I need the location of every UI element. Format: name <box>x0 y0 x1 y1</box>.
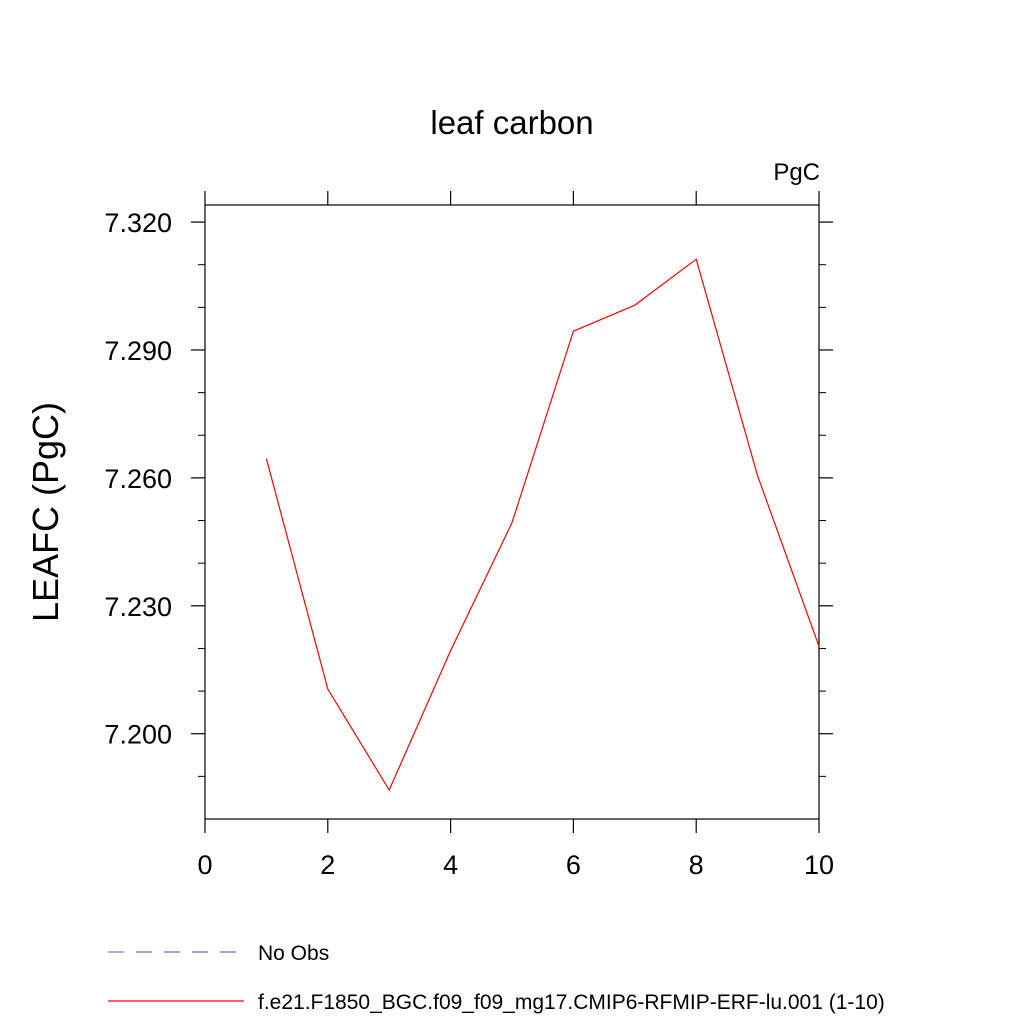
y-axis-label: LEAFC (PgC) <box>25 402 66 622</box>
y-tick-label: 7.200 <box>104 720 172 750</box>
plot-frame <box>204 204 820 820</box>
y-tick-label: 7.320 <box>104 208 172 238</box>
legend-label-0: No Obs <box>258 942 329 965</box>
y-tick-label: 7.230 <box>104 592 172 622</box>
chart-title: leaf carbon <box>430 104 593 141</box>
x-tick-label: 4 <box>443 850 458 880</box>
x-axis-ticks: 0 2 4 6 8 10 <box>197 191 834 880</box>
x-tick-label: 8 <box>689 850 704 880</box>
y-tick-label: 7.290 <box>104 336 172 366</box>
y-tick-label: 7.260 <box>104 464 172 494</box>
y-axis-ticks: 7.200 7.230 7.260 7.290 7.320 <box>104 208 833 777</box>
x-tick-label: 2 <box>320 850 335 880</box>
legend-label-1: f.e21.F1850_BGC.f09_f09_mg17.CMIP6-RFMIP… <box>258 991 885 1014</box>
x-tick-label: 0 <box>197 850 212 880</box>
x-tick-label: 6 <box>566 850 581 880</box>
units-label: PgC <box>773 159 820 186</box>
series-line-1 <box>265 258 820 792</box>
legend: No Obs f.e21.F1850_BGC.f09_f09_mg17.CMIP6… <box>108 942 885 1014</box>
x-tick-label: 10 <box>804 850 834 880</box>
series-lines <box>265 258 820 792</box>
